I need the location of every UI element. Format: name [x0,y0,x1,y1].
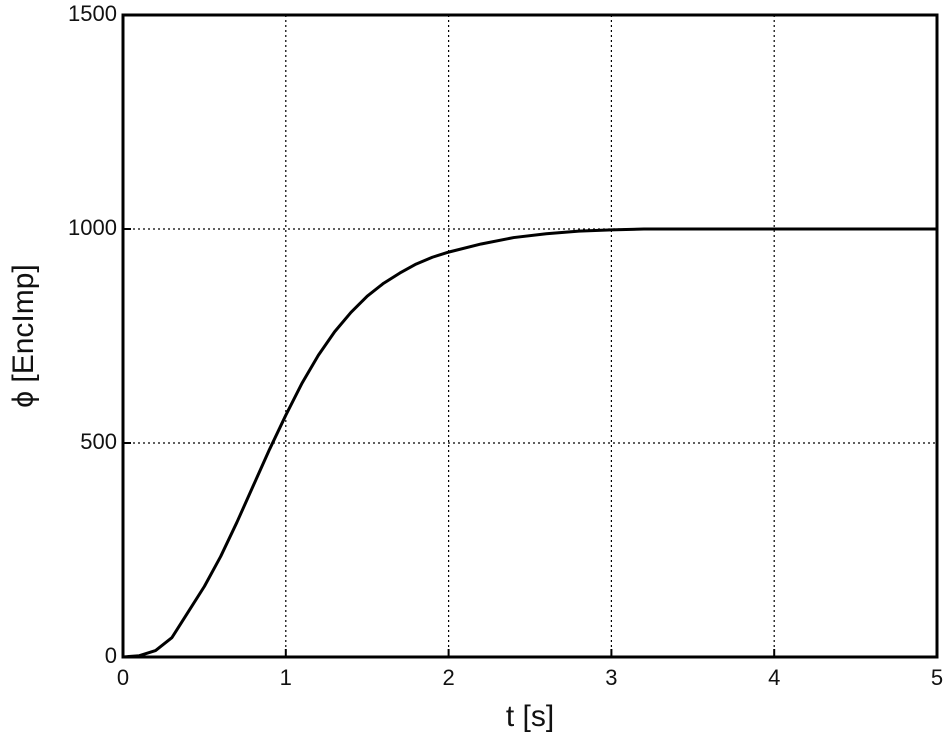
y-tick-label: 500 [80,429,117,454]
x-tick-label: 5 [931,665,943,690]
data-line [122,227,937,659]
y-tick-label: 0 [105,643,117,668]
y-tick-label: 1000 [68,215,117,240]
x-tick-label: 0 [117,665,129,690]
y-axis-label: ϕ [EncImp] [7,264,40,408]
x-tick-label: 3 [605,665,617,690]
plot-frame [121,13,939,659]
x-tick-label: 1 [280,665,292,690]
x-axis-label: t [s] [506,700,554,733]
x-tick-label: 2 [442,665,454,690]
x-tick-label: 4 [768,665,780,690]
y-tick-label: 1500 [68,1,117,26]
